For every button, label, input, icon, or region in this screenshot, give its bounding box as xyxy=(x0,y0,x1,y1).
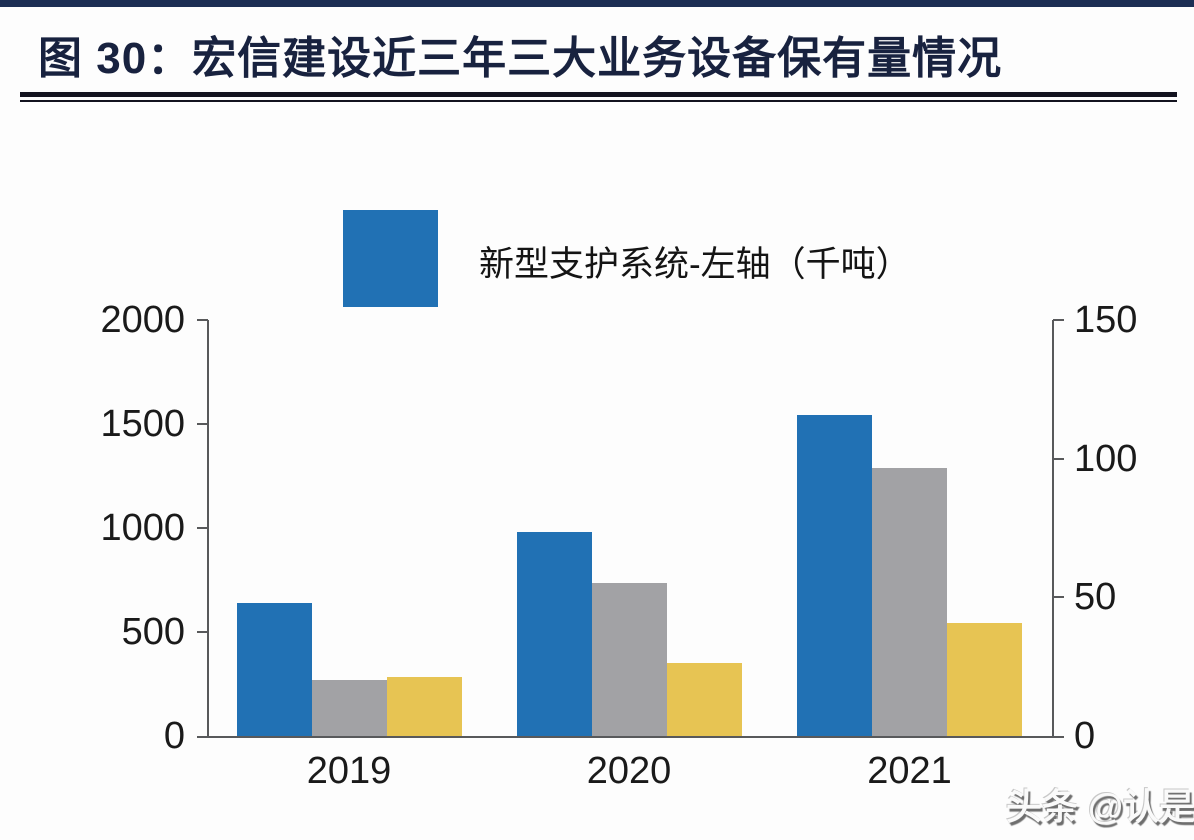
bar-2021-series-0 xyxy=(797,415,872,736)
right-axis-line xyxy=(1052,320,1054,736)
title-divider xyxy=(20,92,1177,102)
left-axis-tick-label: 2000 xyxy=(100,299,185,341)
right-axis-tick-label: 50 xyxy=(1074,576,1117,619)
left-axis-tick-label: 0 xyxy=(163,715,185,757)
right-axis-tick-label: 150 xyxy=(1074,299,1138,341)
left-axis-line xyxy=(207,320,209,736)
left-axis-tick-label: 1000 xyxy=(100,507,185,549)
right-axis-tick xyxy=(1053,457,1064,460)
bar-2019-series-1 xyxy=(311,680,387,736)
bar-2019-series-2 xyxy=(386,677,462,736)
bar-2020-series-2 xyxy=(666,663,742,736)
x-axis-label-2021: 2021 xyxy=(867,750,952,792)
x-axis-label-2020: 2020 xyxy=(586,750,672,792)
x-axis-label-2019: 2019 xyxy=(306,750,392,792)
left-axis-tick xyxy=(197,423,208,425)
right-axis-tick-label: 100 xyxy=(1074,437,1138,480)
bar-2021-series-1 xyxy=(872,468,947,736)
bar-2021-series-2 xyxy=(947,623,1022,736)
right-axis-tick xyxy=(1053,596,1064,599)
left-axis-tick xyxy=(197,319,208,321)
bar-2019-series-0 xyxy=(236,603,312,736)
legend-swatch-icon xyxy=(343,210,438,307)
left-axis-tick xyxy=(197,527,208,529)
watermark-text: 头条 @认是 xyxy=(1006,786,1194,827)
right-axis-tick-label: 0 xyxy=(1074,715,1096,757)
legend-entry-label: 新型支护系统-左轴（千吨） xyxy=(479,245,911,284)
top-accent-bar xyxy=(0,0,1194,7)
right-axis-tick xyxy=(1053,319,1064,321)
left-axis-tick-label: 1500 xyxy=(100,403,185,445)
figure-title: 图 30：宏信建设近三年三大业务设备保有量情况 xyxy=(38,34,1003,83)
left-axis-tick-label: 500 xyxy=(121,611,185,653)
x-axis-line xyxy=(197,736,1064,738)
left-axis-tick xyxy=(197,631,208,633)
bar-2020-series-1 xyxy=(591,583,667,736)
bar-2020-series-0 xyxy=(516,532,592,736)
